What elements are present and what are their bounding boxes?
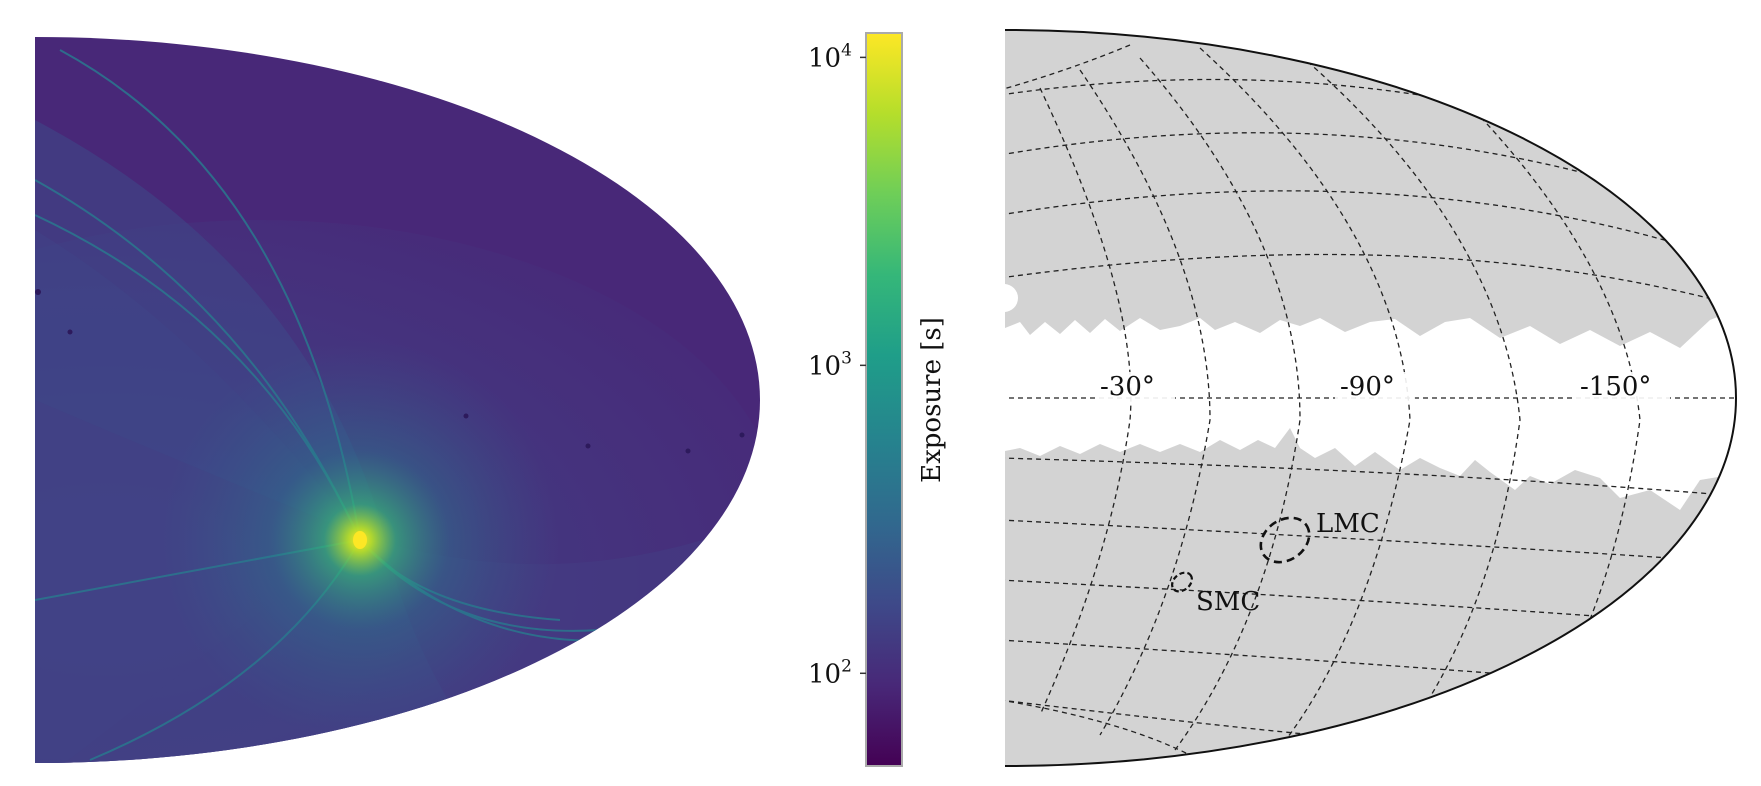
longitude-label-1: -30°	[1100, 372, 1155, 402]
longitude-label-3: -150°	[1580, 372, 1651, 402]
lmc-label: LMC	[1316, 509, 1380, 539]
smc-label: SMC	[1196, 587, 1260, 617]
longitude-label-2: -90°	[1340, 372, 1395, 402]
smc-region	[1171, 571, 1193, 593]
colorbar: 102 103 104 Exposure [s]	[808, 32, 947, 767]
map-boundary	[1004, 29, 1737, 767]
colorbar-tick-label-1: 103	[808, 348, 852, 381]
exposure-map-panel	[35, 37, 760, 763]
colorbar-gradient	[865, 32, 903, 767]
dark-spots	[35, 289, 745, 454]
colorbar-label: Exposure [s]	[917, 317, 947, 483]
exposure-peak	[353, 531, 367, 549]
colorbar-tick-label-0: 102	[808, 656, 852, 689]
colorbar-tick-label-2: 104	[808, 40, 852, 73]
uncovered-band	[1005, 300, 1736, 510]
exposure-map-image	[35, 37, 760, 763]
colorbar-ticks: 102 103 104	[808, 40, 866, 689]
lmc-region	[1259, 516, 1311, 564]
coverage-map-panel: -30° -90° -150° LMC SMC	[1004, 29, 1737, 767]
